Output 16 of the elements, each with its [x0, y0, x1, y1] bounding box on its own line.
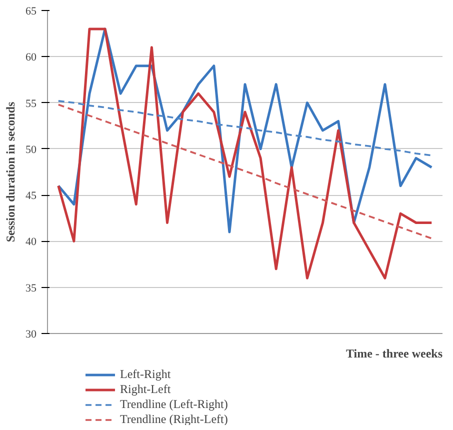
y-axis-title: Session duration in seconds [4, 101, 18, 242]
y-tick-label: 60 [26, 52, 37, 64]
y-tick-label: 65 [26, 6, 37, 18]
y-tick-label: 55 [26, 98, 37, 110]
legend-label: Left-Right [120, 367, 171, 382]
line-series [57, 28, 433, 280]
line-series [57, 104, 433, 240]
y-tick-label: 40 [26, 236, 37, 248]
y-tick-label: 35 [26, 282, 37, 294]
y-tick-label: 45 [26, 190, 37, 202]
x-axis-title: Time - three weeks [346, 346, 443, 360]
y-tick-label: 50 [26, 144, 37, 156]
line-series [57, 100, 433, 156]
y-tick-label: 30 [26, 328, 37, 340]
legend-label: Right-Left [120, 382, 171, 397]
legend-label: Trendline (Left-Right) [120, 397, 228, 412]
